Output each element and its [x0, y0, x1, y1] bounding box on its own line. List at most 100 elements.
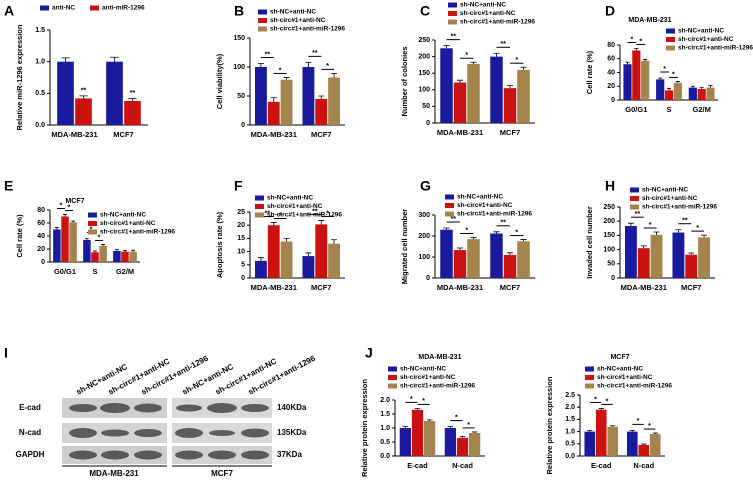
error-bar [653, 231, 660, 235]
bar [121, 251, 129, 262]
legend-swatch [666, 37, 675, 42]
significance: ** [265, 51, 271, 58]
legend-label: anti-NC [52, 5, 75, 12]
bar [302, 256, 315, 278]
significance: ** [312, 208, 318, 215]
error-bar [447, 426, 454, 428]
y-axis-label: Migrated cell number [400, 209, 409, 285]
significance: * [465, 227, 468, 234]
y-axis-label: Cell rate (%) [585, 50, 594, 94]
bar [656, 79, 665, 100]
y-tick-label: 20 [607, 83, 615, 90]
y-axis-label: Cell rate (%) [15, 214, 24, 258]
x-tick-label: E-cad [591, 461, 612, 470]
error-bar [625, 61, 630, 65]
error-bar [79, 95, 88, 99]
legend-label: sh-NC+anti-NC [457, 194, 503, 201]
bar [411, 409, 424, 456]
significance: ** [130, 90, 136, 97]
error-bar [675, 229, 682, 233]
error-bar [506, 85, 514, 89]
y-tick-label: 10 [237, 248, 245, 255]
error-bar [270, 222, 277, 226]
panel-letter: E [4, 178, 13, 194]
bar [124, 100, 141, 125]
bar [129, 251, 137, 262]
error-bar [520, 239, 527, 242]
legend-swatch [255, 204, 264, 209]
x-tick-label: MDA-MB-231 [437, 128, 483, 137]
y-tick-label: 2.0 [380, 397, 390, 404]
bar [254, 260, 267, 278]
legend-swatch [445, 203, 454, 208]
y-tick-label: 0 [41, 259, 45, 266]
band-label: E-cad [19, 403, 41, 412]
legend-label: sh-circ#1+anti-NC [597, 374, 653, 381]
error-bar [331, 72, 338, 78]
legend-swatch [388, 366, 397, 372]
error-bar [470, 237, 477, 240]
y-axis-label: Number of colonies [400, 46, 409, 116]
y-tick-label: 200 [603, 218, 615, 225]
error-bar [318, 95, 325, 99]
significance: * [455, 414, 458, 421]
legend-swatch [630, 204, 639, 210]
y-tick-label: 1.5 [35, 27, 45, 34]
bar [632, 50, 641, 100]
significance: * [279, 67, 282, 74]
significance: * [594, 396, 597, 403]
legend-swatch [255, 212, 264, 218]
y-tick-label: 1.0 [565, 428, 575, 435]
bar [69, 222, 77, 262]
legend-label: sh-NC+anti-NC [597, 366, 643, 373]
significance: ** [682, 218, 688, 225]
y-tick-label: 80 [607, 42, 615, 49]
bar [673, 82, 682, 100]
error-bar [93, 250, 97, 253]
error-bar [443, 227, 450, 230]
bar [315, 224, 328, 278]
y-tick-label: 60 [37, 220, 45, 227]
bar [649, 434, 661, 456]
legend-swatch [666, 28, 675, 34]
y-tick-label: 1.5 [380, 411, 390, 418]
x-tick-label: MDA-MB-231 [251, 283, 297, 292]
y-tick-label: 0 [241, 275, 245, 282]
error-bar [587, 429, 593, 432]
x-tick-label: E-cad [407, 461, 428, 470]
error-bar [128, 98, 137, 101]
bar [503, 254, 517, 278]
y-tick-label: 300 [418, 212, 430, 219]
bar [267, 101, 280, 125]
y-tick-label: 150 [233, 35, 245, 42]
bar [638, 445, 650, 456]
bar [595, 409, 607, 456]
y-tick-label: 80 [37, 207, 45, 214]
error-bar [471, 431, 478, 434]
bar [99, 245, 107, 262]
significance: ** [312, 50, 318, 57]
legend-swatch [88, 221, 97, 226]
significance: * [515, 229, 518, 236]
significance: * [467, 422, 470, 429]
bar [424, 421, 436, 456]
bar [453, 82, 467, 123]
bar [399, 428, 411, 456]
legend-label: sh-NC+anti-NC [642, 187, 688, 194]
significance: * [422, 398, 425, 405]
legend-label: sh-circ#1+anti-NC [100, 220, 156, 227]
bar [254, 67, 267, 125]
error-bar [402, 426, 409, 428]
error-bar [123, 249, 127, 252]
error-bar [658, 77, 663, 80]
y-tick-label: 1.0 [35, 59, 45, 66]
bar [650, 234, 663, 278]
error-bar [699, 87, 704, 89]
bar [75, 98, 92, 125]
legend-label: sh-circ#1+anti-miR-1296 [597, 383, 672, 390]
significance: * [410, 396, 413, 403]
error-bar [629, 429, 635, 432]
significance: ** [265, 210, 271, 217]
bar [467, 63, 480, 123]
bar [453, 250, 467, 278]
